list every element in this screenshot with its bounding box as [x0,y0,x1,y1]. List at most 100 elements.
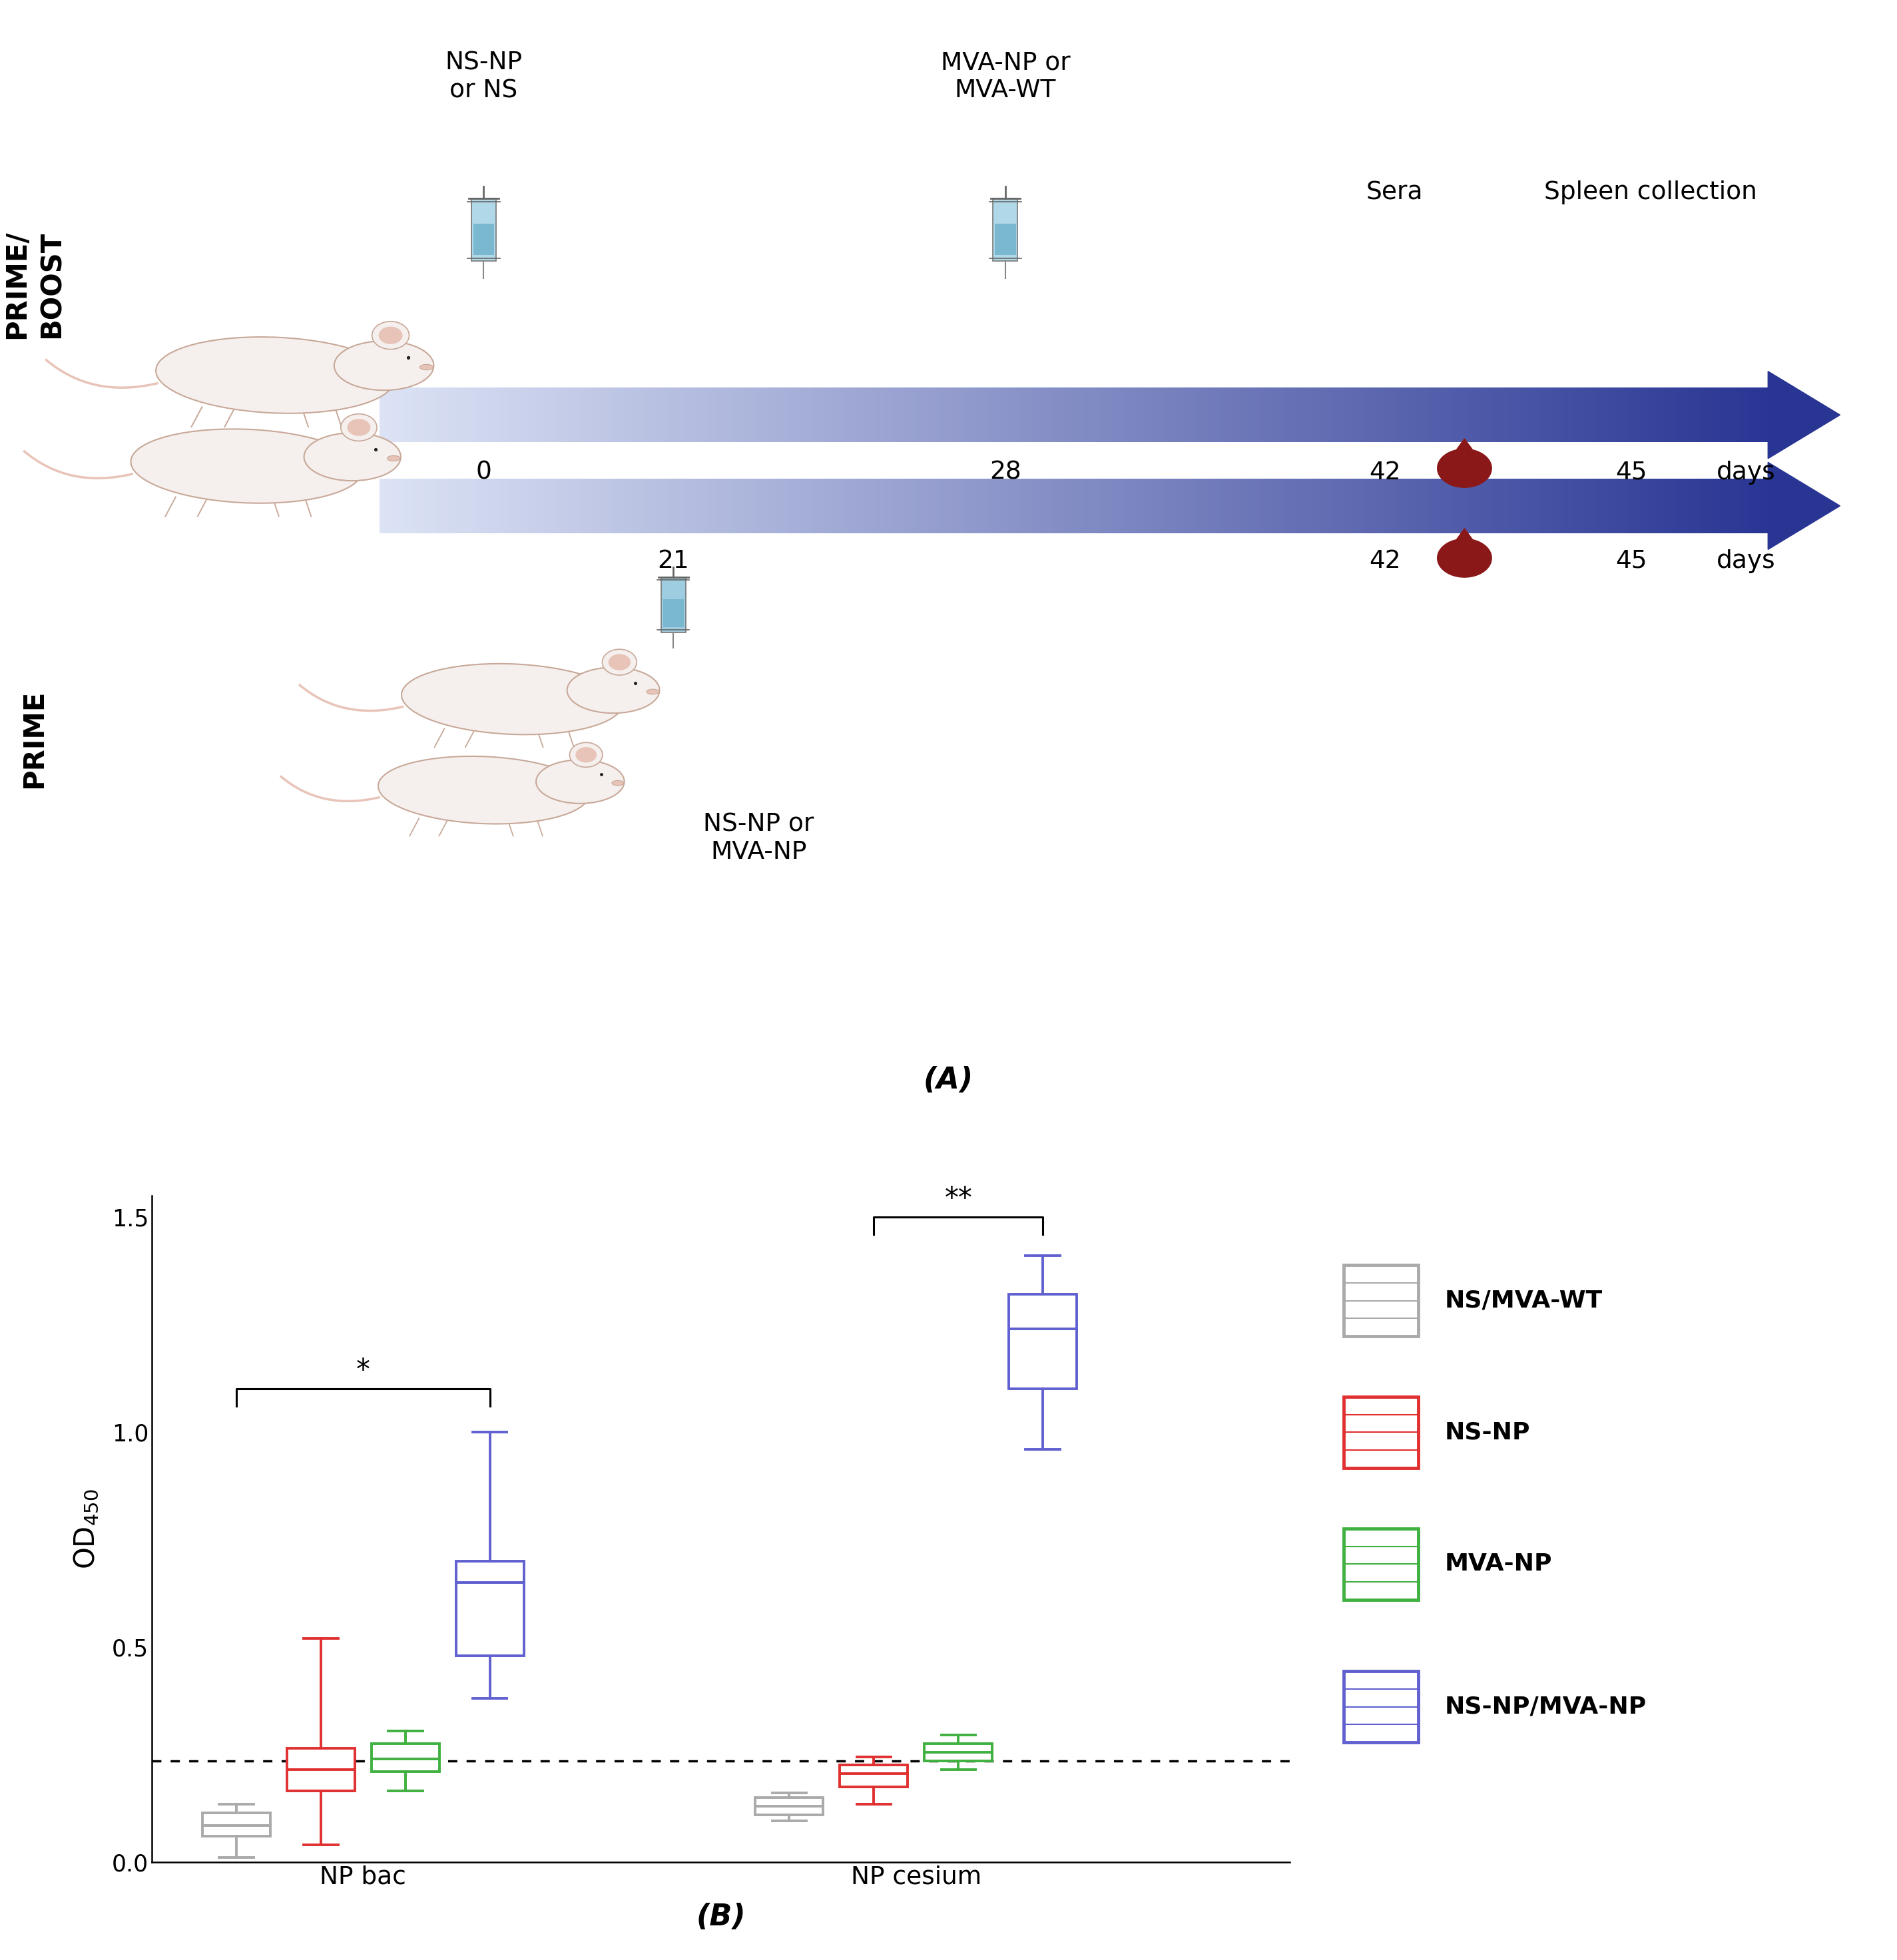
Bar [1036,388,1043,443]
Bar [740,478,747,533]
Bar [1485,478,1493,533]
Bar [1129,388,1136,443]
Bar [981,388,988,443]
Text: days: days [1717,461,1776,484]
Bar [203,1813,271,1837]
FancyBboxPatch shape [1343,1529,1419,1599]
Bar [903,478,909,533]
Bar [499,388,506,443]
Text: PRIME/
BOOST: PRIME/ BOOST [4,229,64,339]
Bar [1514,478,1519,533]
Bar [560,478,567,533]
Ellipse shape [372,321,410,349]
Bar [856,388,863,443]
Bar [1148,478,1153,533]
Bar [893,388,899,443]
Bar [1722,478,1728,533]
Bar [778,388,783,443]
Bar [1286,388,1294,443]
Bar [1620,478,1626,533]
Bar [1176,388,1182,443]
Bar [514,478,520,533]
Bar [717,478,725,533]
Bar [804,478,812,533]
Text: NS/MVA-WT: NS/MVA-WT [1446,1290,1603,1311]
Bar [727,388,732,443]
Bar [541,478,548,533]
Bar [1485,388,1493,443]
Bar [759,388,766,443]
Bar [1633,388,1641,443]
Bar [541,388,548,443]
Bar [1430,388,1436,443]
Bar [1028,388,1034,443]
Bar [1199,388,1205,443]
Bar [1565,388,1571,443]
Bar [1282,478,1288,533]
Bar [1347,478,1353,533]
Bar [421,478,427,533]
Bar [1540,388,1548,443]
Text: 0: 0 [476,461,491,484]
Bar [556,478,562,533]
Bar [1203,478,1210,533]
Bar [1009,478,1015,533]
Bar [1740,388,1747,443]
Bar [656,388,664,443]
Bar [1611,388,1616,443]
Bar [833,478,840,533]
Bar [1398,388,1404,443]
Bar [1472,478,1478,533]
Bar [1652,388,1658,443]
Ellipse shape [304,433,400,480]
Ellipse shape [537,760,624,804]
Bar [1643,478,1650,533]
Bar [1463,478,1468,533]
Bar [582,388,590,443]
Bar [1286,478,1294,533]
Bar [1157,388,1163,443]
Bar [736,478,742,533]
Bar [871,478,876,533]
Bar [1208,478,1214,533]
Bar [455,1560,524,1656]
Bar [1227,388,1233,443]
Bar [1588,388,1593,443]
Bar [491,478,497,533]
Bar [1389,478,1394,533]
Bar [930,388,937,443]
Bar [1633,478,1641,533]
Bar [1491,388,1497,443]
Bar [814,388,821,443]
Bar [675,388,683,443]
Bar [1036,478,1043,533]
Bar [1504,388,1510,443]
Bar [694,388,700,443]
Bar [1518,478,1525,533]
Bar [1425,388,1432,443]
Bar [875,388,882,443]
Text: Spleen collection: Spleen collection [1544,180,1757,204]
Bar [1565,478,1571,533]
Bar [1231,478,1237,533]
Bar [935,388,941,443]
Bar [704,478,709,533]
Bar [533,388,539,443]
Text: PRIME: PRIME [21,690,47,788]
Bar [1504,478,1510,533]
Bar [1241,388,1246,443]
Bar [1434,478,1442,533]
Bar [861,388,867,443]
Bar [372,1744,440,1772]
Bar [1112,478,1117,533]
Bar [884,478,890,533]
Bar [958,478,964,533]
Bar [453,478,459,533]
Bar [971,478,979,533]
Bar [1370,388,1377,443]
Bar [1077,478,1085,533]
Bar [916,478,922,533]
Bar [1144,388,1150,443]
Bar [1212,388,1220,443]
Bar [1569,388,1576,443]
